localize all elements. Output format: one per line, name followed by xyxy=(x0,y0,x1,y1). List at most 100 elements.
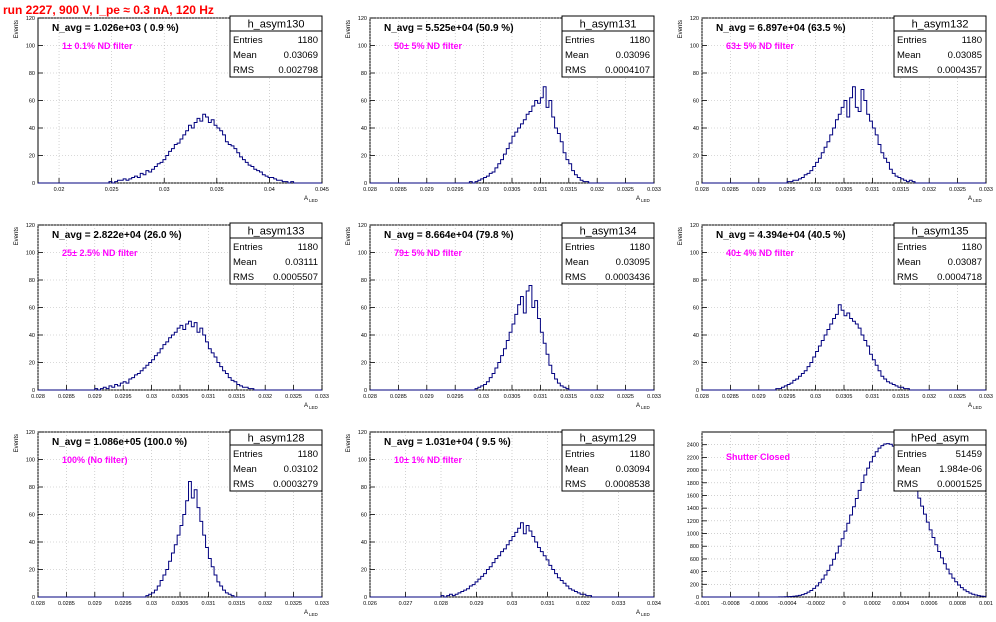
x-tick-label: 0.0315 xyxy=(560,187,577,193)
stat-value: 1180 xyxy=(962,242,982,253)
y-tick-label: 20 xyxy=(29,568,35,574)
y-tick-label: 60 xyxy=(361,513,367,519)
histogram-line xyxy=(702,304,986,391)
histogram-panel-hPed_asym: -0.001 -0.0008 -0.0006 -0.0004 -0.0002 0 0.000… xyxy=(687,429,993,607)
x-tick-label: 0.0285 xyxy=(58,601,75,607)
y-tick-label: 20 xyxy=(693,361,699,367)
filter-label: 10± 1% ND filter xyxy=(394,455,462,465)
y-tick-label: 40 xyxy=(693,333,699,339)
y-tick-label: 80 xyxy=(693,71,699,77)
filter-label: 25± 2.5% ND filter xyxy=(62,248,138,258)
x-tick-label: 0.03 xyxy=(810,187,821,193)
x-tick-label: 0.001 xyxy=(979,601,993,607)
stat-key: Mean xyxy=(897,464,921,475)
y-tick-label: 120 xyxy=(358,223,367,229)
y-tick-label: 200 xyxy=(690,582,699,588)
histogram-line xyxy=(38,320,322,391)
y-tick-label: 0 xyxy=(696,595,699,601)
stat-key: Entries xyxy=(233,449,263,460)
stat-key: Entries xyxy=(565,449,595,460)
navg-label: N_avg = 8.664e+04 (79.8 %) xyxy=(384,230,514,241)
histogram-name: h_asym131 xyxy=(580,19,637,31)
x-tick-label: 0.0305 xyxy=(504,187,521,193)
x-tick-label: 0.033 xyxy=(612,601,626,607)
x-tick-label: 0.0008 xyxy=(949,601,966,607)
histogram-line xyxy=(702,443,986,598)
y-axis-label: Events xyxy=(14,227,20,245)
x-axis-label: ALED xyxy=(968,403,983,410)
x-tick-label: 0.035 xyxy=(210,187,224,193)
stat-value: 1180 xyxy=(630,242,650,253)
run-title: run 2227, 900 V, I_pe ≈ 0.3 nA, 120 Hz xyxy=(3,3,214,17)
navg-label: N_avg = 4.394e+04 (40.5 %) xyxy=(716,230,846,241)
y-tick-label: 80 xyxy=(29,278,35,284)
y-tick-label: 0 xyxy=(696,388,699,394)
navg-label: N_avg = 2.822e+04 (26.0 %) xyxy=(52,230,182,241)
y-tick-label: 0 xyxy=(364,595,367,601)
stat-value: 0.03085 xyxy=(948,50,982,61)
filter-label: Shutter Closed xyxy=(726,452,790,462)
histogram-name: h_asym134 xyxy=(580,226,637,238)
x-tick-label: 0.02 xyxy=(54,187,65,193)
x-tick-label: 0.0295 xyxy=(115,394,132,400)
stat-key: Entries xyxy=(565,242,595,253)
stats-box xyxy=(229,237,323,285)
x-tick-label: 0.0305 xyxy=(836,394,853,400)
x-tick-label: 0.032 xyxy=(922,187,936,193)
stat-key: Mean xyxy=(233,257,257,268)
x-tick-label: -0.001 xyxy=(694,601,710,607)
x-tick-label: 0.0295 xyxy=(779,187,796,193)
stats-box xyxy=(893,237,987,285)
x-tick-label: 0.03 xyxy=(810,394,821,400)
x-tick-label: 0.0315 xyxy=(892,187,909,193)
y-tick-label: 40 xyxy=(361,333,367,339)
x-tick-label: 0.0305 xyxy=(172,394,189,400)
y-tick-label: 0 xyxy=(696,181,699,187)
x-tick-label: 0.029 xyxy=(88,394,102,400)
histogram-name: h_asym132 xyxy=(912,19,969,31)
stat-value: 0.002798 xyxy=(278,65,318,76)
stat-value: 0.03069 xyxy=(284,50,318,61)
x-tick-label: 0.0285 xyxy=(722,394,739,400)
histogram-line xyxy=(38,113,322,184)
y-tick-label: 80 xyxy=(29,485,35,491)
stats-box xyxy=(229,444,323,492)
x-tick-label: 0.03 xyxy=(146,394,157,400)
x-tick-label: 0.031 xyxy=(541,601,555,607)
y-tick-label: 80 xyxy=(693,278,699,284)
x-tick-label: 0.031 xyxy=(534,187,548,193)
histogram-panel-h_asym133: 0.028 0.0285 0.029 0.0295 0.03 0.0305 0.031 0.0… xyxy=(14,222,329,410)
filter-label: 1± 0.1% ND filter xyxy=(62,41,133,51)
x-tick-label: 0.0315 xyxy=(560,394,577,400)
y-tick-label: 1600 xyxy=(687,493,699,499)
y-tick-label: 100 xyxy=(26,458,35,464)
x-tick-label: 0.0325 xyxy=(949,187,966,193)
x-tick-label: 0.0285 xyxy=(58,394,75,400)
x-tick-label: 0.028 xyxy=(31,601,45,607)
navg-label: N_avg = 1.026e+03 ( 0.9 %) xyxy=(52,23,179,34)
x-tick-label: 0.028 xyxy=(363,187,377,193)
x-tick-label: 0.025 xyxy=(105,187,119,193)
y-tick-label: 2200 xyxy=(687,455,699,461)
stats-box xyxy=(561,30,655,78)
y-tick-label: 100 xyxy=(358,458,367,464)
x-tick-label: 0.03 xyxy=(478,187,489,193)
filter-label: 79± 5% ND filter xyxy=(394,248,462,258)
stat-value: 0.03087 xyxy=(948,257,982,268)
x-tick-label: 0.0285 xyxy=(390,187,407,193)
filter-label: 63± 5% ND filter xyxy=(726,41,794,51)
histogram-line xyxy=(702,86,986,184)
navg-label: N_avg = 6.897e+04 (63.5 %) xyxy=(716,23,846,34)
stat-key: Mean xyxy=(897,257,921,268)
x-tick-label: 0.029 xyxy=(752,187,766,193)
y-tick-label: 120 xyxy=(690,223,699,229)
y-tick-label: 80 xyxy=(361,278,367,284)
x-axis-label: ALED xyxy=(636,403,651,410)
x-tick-label: 0.033 xyxy=(315,601,329,607)
stat-value: 0.0005507 xyxy=(273,272,318,283)
y-tick-label: 60 xyxy=(29,513,35,519)
y-axis-label: Events xyxy=(678,227,684,245)
x-tick-label: 0.0325 xyxy=(285,601,302,607)
x-tick-label: 0.029 xyxy=(88,601,102,607)
